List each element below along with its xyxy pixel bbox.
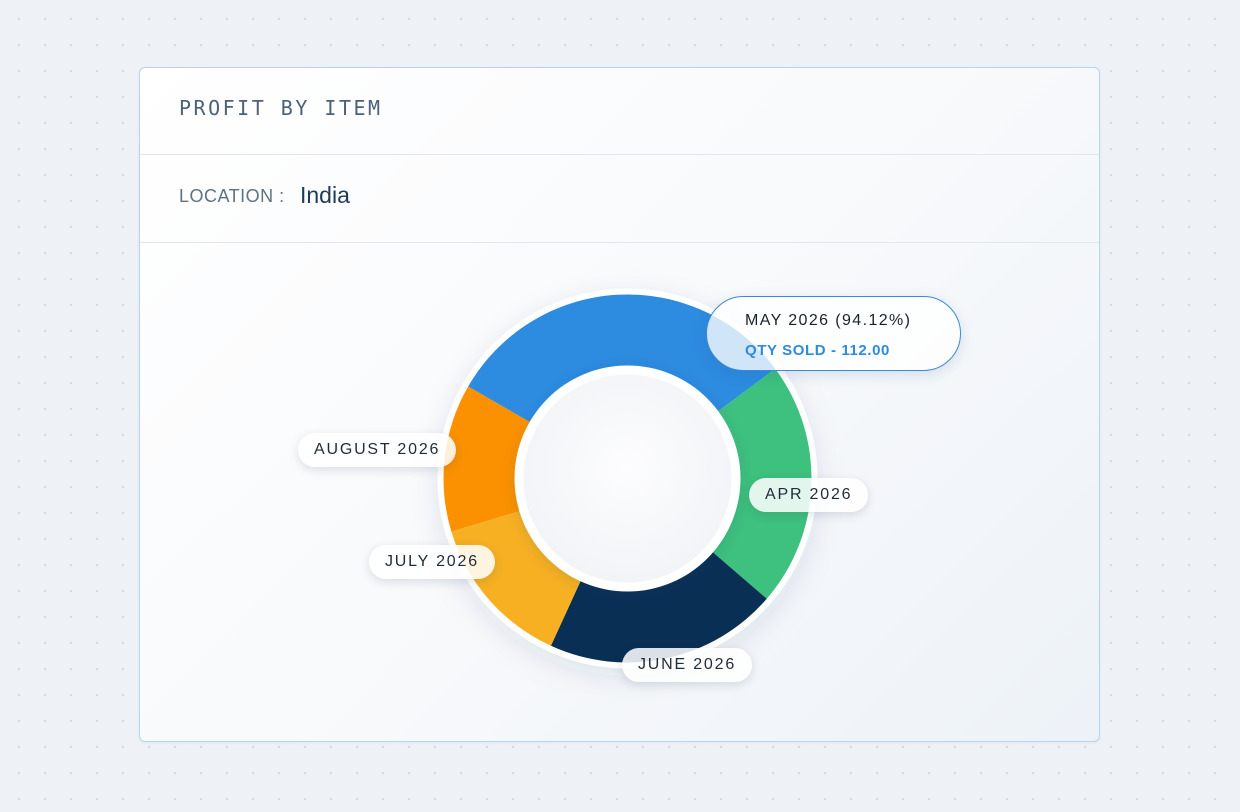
- location-value[interactable]: India: [300, 182, 350, 208]
- tooltip-title: MAY 2026 (94.12%): [745, 312, 912, 329]
- card-title: PROFIT BY ITEM: [179, 96, 383, 120]
- slice-label-april[interactable]: APR 2026: [749, 478, 869, 512]
- slice-tooltip-may: MAY 2026 (94.12%) QTY SOLD - 112.00: [706, 296, 961, 371]
- slice-label-july[interactable]: JULY 2026: [369, 545, 495, 579]
- location-label: LOCATION :: [179, 186, 285, 206]
- slice-august-2026[interactable]: [443, 386, 534, 532]
- slice-label-june[interactable]: JUNE 2026: [622, 648, 753, 682]
- tooltip-qty-sold: QTY SOLD - 112.00: [745, 342, 890, 359]
- location-filter[interactable]: LOCATION : India: [140, 154, 1099, 243]
- slice-label-august[interactable]: AUGUST 2026: [298, 433, 457, 467]
- card-header: PROFIT BY ITEM: [140, 68, 1099, 155]
